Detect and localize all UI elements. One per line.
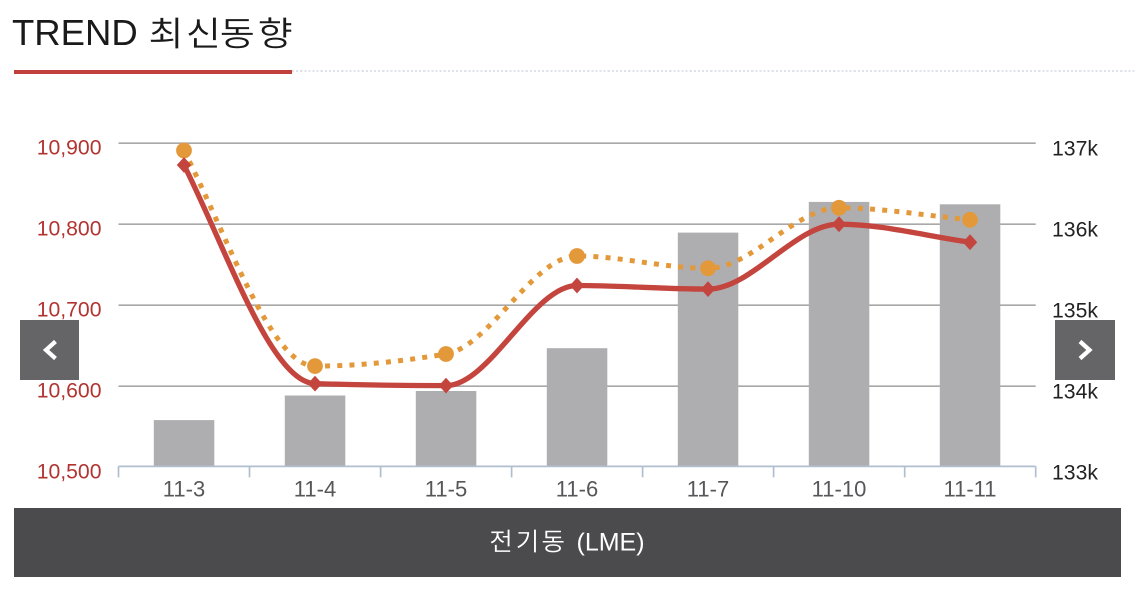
svg-text:135k: 135k bbox=[1052, 299, 1098, 322]
svg-text:11-4: 11-4 bbox=[294, 476, 336, 501]
svg-text:11-11: 11-11 bbox=[943, 476, 996, 501]
svg-text:(LME): (LME) bbox=[577, 528, 645, 556]
svg-text:11-7: 11-7 bbox=[687, 476, 729, 501]
svg-text:136k: 136k bbox=[1052, 218, 1098, 241]
svg-text:10,800: 10,800 bbox=[37, 218, 102, 241]
svg-text:10,900: 10,900 bbox=[37, 137, 102, 160]
svg-text:10,600: 10,600 bbox=[37, 380, 102, 403]
svg-text:11-3: 11-3 bbox=[163, 476, 205, 501]
svg-text:11-5: 11-5 bbox=[425, 476, 467, 501]
svg-text:11-6: 11-6 bbox=[556, 476, 598, 501]
svg-text:11-10: 11-10 bbox=[812, 476, 867, 501]
svg-text:134k: 134k bbox=[1052, 380, 1098, 403]
svg-text:10,500: 10,500 bbox=[37, 461, 102, 484]
svg-text:137k: 137k bbox=[1052, 137, 1098, 160]
svg-text:10,700: 10,700 bbox=[37, 299, 102, 322]
svg-text:133k: 133k bbox=[1052, 461, 1098, 484]
